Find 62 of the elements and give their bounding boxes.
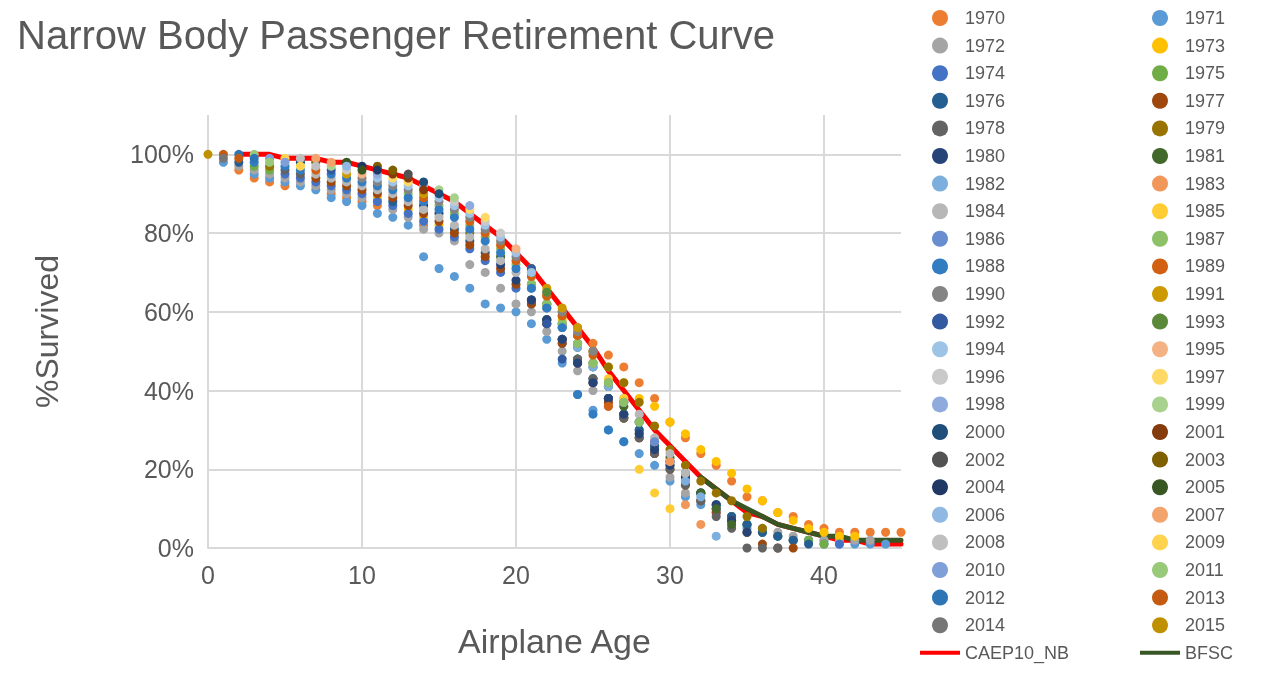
y-axis-title: %Survived (29, 255, 65, 408)
y-tick-label: 0% (157, 534, 194, 562)
legend-label: 2007 (1185, 504, 1226, 525)
legend-label: 2005 (1185, 477, 1226, 498)
legend-label: 2008 (965, 532, 1006, 553)
legend-label: 1980 (965, 146, 1006, 166)
legend-label: 1983 (1185, 173, 1226, 194)
y-tick-label: 20% (143, 455, 194, 484)
x-tick-label: 20 (502, 560, 530, 589)
legend-label: 1991 (1185, 284, 1226, 304)
legend-label: 1998 (965, 394, 1006, 415)
legend-label: 2009 (1185, 532, 1226, 553)
legend-label: 1976 (965, 90, 1006, 111)
legend-label: 1981 (1185, 146, 1226, 166)
legend-label: 2014 (965, 615, 1006, 636)
legend-label: 1973 (1185, 35, 1226, 56)
legend-label: 1975 (1185, 63, 1226, 84)
legend-label: 1982 (965, 173, 1006, 194)
legend-label: 1994 (965, 339, 1006, 360)
legend-label: 1972 (965, 35, 1006, 56)
legend-label: 1995 (1185, 339, 1226, 360)
legend-label: 1990 (965, 284, 1006, 304)
legend-label: BFSC (1185, 642, 1234, 663)
legend-label: 2006 (965, 504, 1006, 525)
x-tick-label: 40 (810, 560, 838, 589)
legend-label: 1979 (1185, 118, 1226, 139)
legend-label: 1996 (965, 366, 1006, 387)
legend-label: 1985 (1185, 201, 1226, 222)
legend-label: 2002 (965, 449, 1006, 470)
legend-label: 2004 (965, 477, 1006, 498)
legend-label: 1978 (965, 118, 1006, 139)
legend-label: 1999 (1185, 394, 1226, 415)
legend-label: 2000 (965, 422, 1006, 442)
y-tick-label: 100% (130, 140, 194, 169)
legend-label: 1970 (965, 8, 1006, 28)
x-axis-title: Airplane Age (458, 622, 651, 660)
x-tick-label: 10 (348, 560, 376, 589)
legend-label: 1971 (1185, 8, 1226, 28)
legend-label: 1993 (1185, 311, 1226, 332)
legend-label: CAEP10_NB (965, 642, 1070, 664)
legend-label: 1997 (1185, 366, 1226, 387)
legend-label: 2010 (965, 560, 1006, 580)
legend-label: 2011 (1185, 560, 1224, 580)
y-tick-label: 60% (143, 297, 194, 326)
legend-label: 2012 (965, 587, 1006, 608)
y-tick-label: 80% (143, 219, 194, 248)
legend-label: 1974 (965, 63, 1006, 84)
legend-label: 1984 (965, 201, 1006, 222)
y-tick-label: 40% (143, 376, 194, 405)
x-tick-label: 30 (656, 560, 684, 589)
x-tick-label: 0 (201, 560, 215, 589)
legend-label: 1977 (1185, 90, 1226, 111)
legend-label: 2013 (1185, 587, 1226, 608)
legend-label: 1989 (1185, 256, 1226, 277)
chart-title: Narrow Body Passenger Retirement Curve (17, 13, 776, 57)
legend-label: 1986 (965, 228, 1006, 249)
legend-label: 2003 (1185, 449, 1226, 470)
legend-label: 2001 (1185, 422, 1226, 442)
legend-label: 1987 (1185, 228, 1226, 249)
legend-label: 2015 (1185, 615, 1226, 636)
legend-label: 1992 (965, 311, 1006, 332)
legend-label: 1988 (965, 256, 1006, 277)
